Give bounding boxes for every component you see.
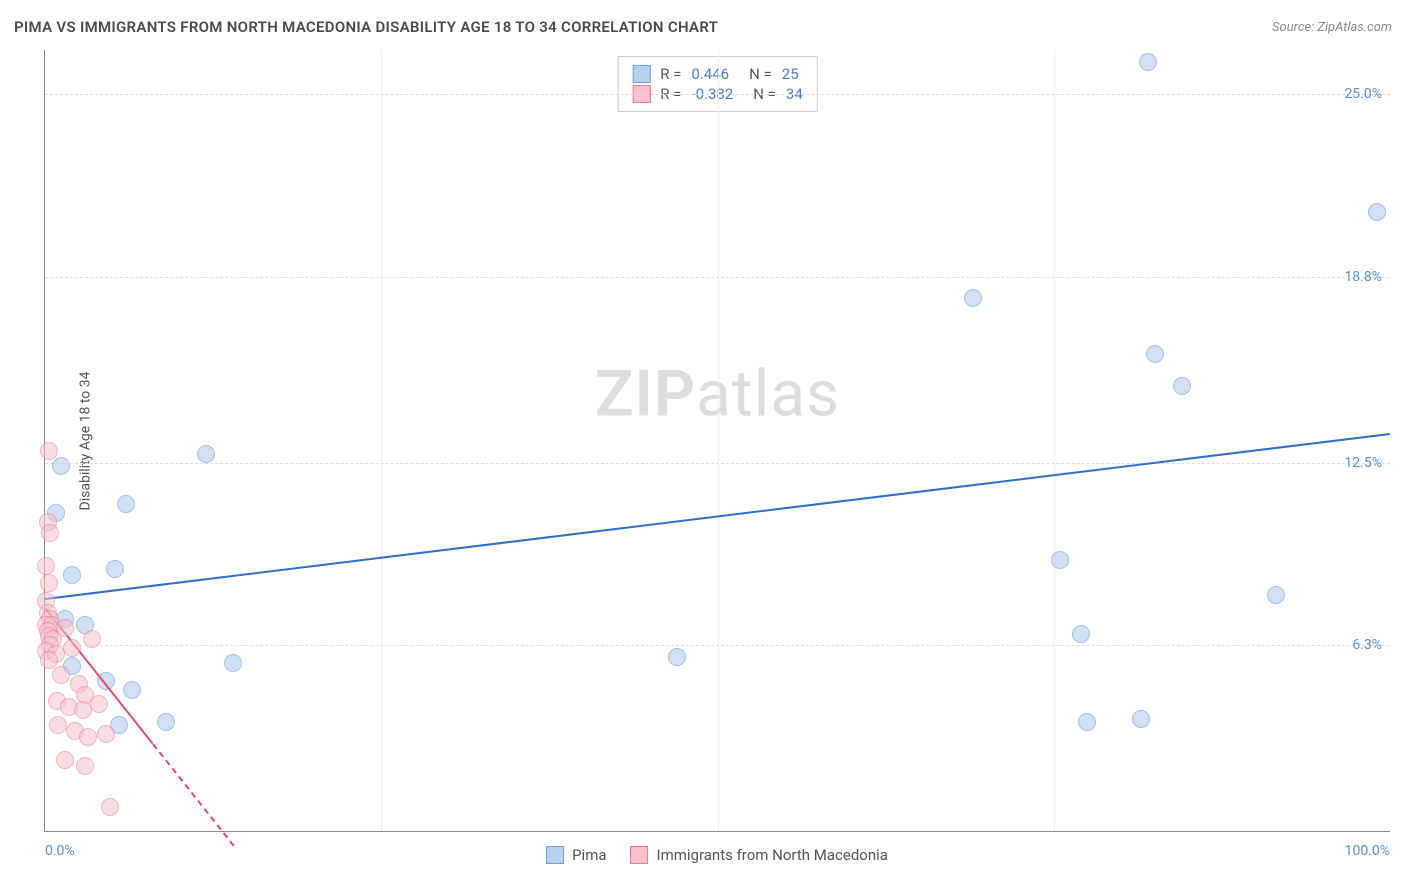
data-point (63, 639, 81, 657)
r-value: 0.446 (691, 65, 729, 83)
data-point (197, 445, 215, 463)
data-point (1173, 377, 1191, 395)
data-point (106, 560, 124, 578)
data-point (1368, 203, 1386, 221)
legend-swatch (546, 846, 564, 864)
data-point (52, 666, 70, 684)
data-point (79, 728, 97, 746)
data-point (52, 457, 70, 475)
legend-item: Pima (546, 846, 606, 864)
data-point (964, 289, 982, 307)
data-point (1267, 586, 1285, 604)
data-point (123, 681, 141, 699)
gridline-v (1054, 50, 1055, 831)
legend-label: Immigrants from North Macedonia (657, 846, 888, 864)
n-label: N = (749, 65, 772, 83)
legend: Pima Immigrants from North Macedonia (546, 846, 888, 864)
series-swatch (632, 65, 650, 83)
data-point (668, 648, 686, 666)
data-point (56, 619, 74, 637)
data-point (90, 695, 108, 713)
data-point (1051, 551, 1069, 569)
x-tick-label: 100.0% (1345, 843, 1390, 859)
data-point (1146, 345, 1164, 363)
data-point (97, 725, 115, 743)
chart-area: Disability Age 18 to 34 ZIPatlas R =0.44… (44, 50, 1390, 832)
data-point (101, 798, 119, 816)
legend-label: Pima (572, 846, 606, 864)
data-point (76, 757, 94, 775)
source-attribution: Source: ZipAtlas.com (1272, 20, 1392, 35)
data-point (40, 574, 58, 592)
x-tick-label: 0.0% (45, 843, 75, 859)
legend-item: Immigrants from North Macedonia (631, 846, 888, 864)
data-point (1078, 713, 1096, 731)
data-point (41, 524, 59, 542)
y-tick-label: 25.0% (1344, 86, 1382, 102)
chart-title: PIMA VS IMMIGRANTS FROM NORTH MACEDONIA … (14, 18, 718, 36)
n-value: 25 (782, 65, 799, 83)
data-point (37, 557, 55, 575)
data-point (157, 713, 175, 731)
data-point (1132, 710, 1150, 728)
data-point (56, 751, 74, 769)
data-point (1139, 53, 1157, 71)
data-point (40, 442, 58, 460)
y-tick-label: 18.8% (1344, 269, 1382, 285)
y-tick-label: 6.3% (1352, 637, 1382, 653)
data-point (63, 566, 81, 584)
legend-swatch (631, 846, 649, 864)
y-tick-label: 12.5% (1344, 455, 1382, 471)
trend-line-extension (152, 743, 234, 846)
gridline-v (381, 50, 382, 831)
data-point (224, 654, 242, 672)
plot-region: ZIPatlas R =0.446N =25R =-0.382N =34 6.3… (44, 50, 1390, 832)
chart-header: PIMA VS IMMIGRANTS FROM NORTH MACEDONIA … (14, 18, 1392, 36)
data-point (117, 495, 135, 513)
r-label: R = (660, 65, 681, 83)
gridline-v (718, 50, 719, 831)
data-point (83, 630, 101, 648)
data-point (1072, 625, 1090, 643)
